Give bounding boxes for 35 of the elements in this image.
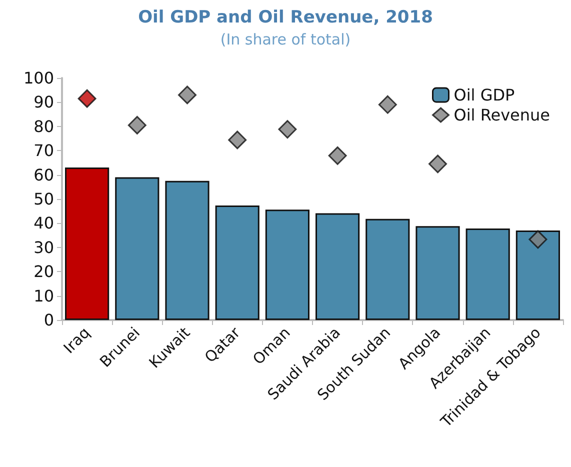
y-tick-label: 40 [34,214,54,233]
point [328,146,347,165]
point [78,89,96,108]
point [278,120,297,139]
bar [466,228,510,320]
point [378,95,397,114]
y-tick-label: 70 [34,141,54,160]
chart-subtitle: (In share of total) [220,30,351,48]
point [128,116,146,134]
legend-label: Oil GDP [454,86,516,104]
point [228,130,247,150]
legend-label: Oil Revenue [454,106,550,124]
bar [265,210,310,320]
y-tick-label: 30 [34,238,54,257]
bar [366,218,410,320]
y-tick-label: 60 [34,165,54,184]
bar [316,213,360,320]
x-tick-label: Iraq [60,324,94,358]
bar [115,177,160,320]
bar [516,230,560,320]
bar [416,226,460,320]
point [178,86,196,104]
y-tick-label: 50 [34,190,54,208]
y-tick-label: 0 [44,310,54,330]
y-tick-label: 90 [34,92,54,112]
bar [165,180,210,320]
y-tick-label: 20 [34,262,54,282]
bar [65,168,110,320]
chart-title: Oil GDP and Oil Revenue, 2018 [138,8,433,28]
bar [215,206,260,320]
y-tick-label: 100 [23,68,54,88]
point [428,154,447,174]
y-tick-label: 80 [34,116,54,136]
y-tick-label: 10 [34,286,54,306]
point [528,230,548,249]
